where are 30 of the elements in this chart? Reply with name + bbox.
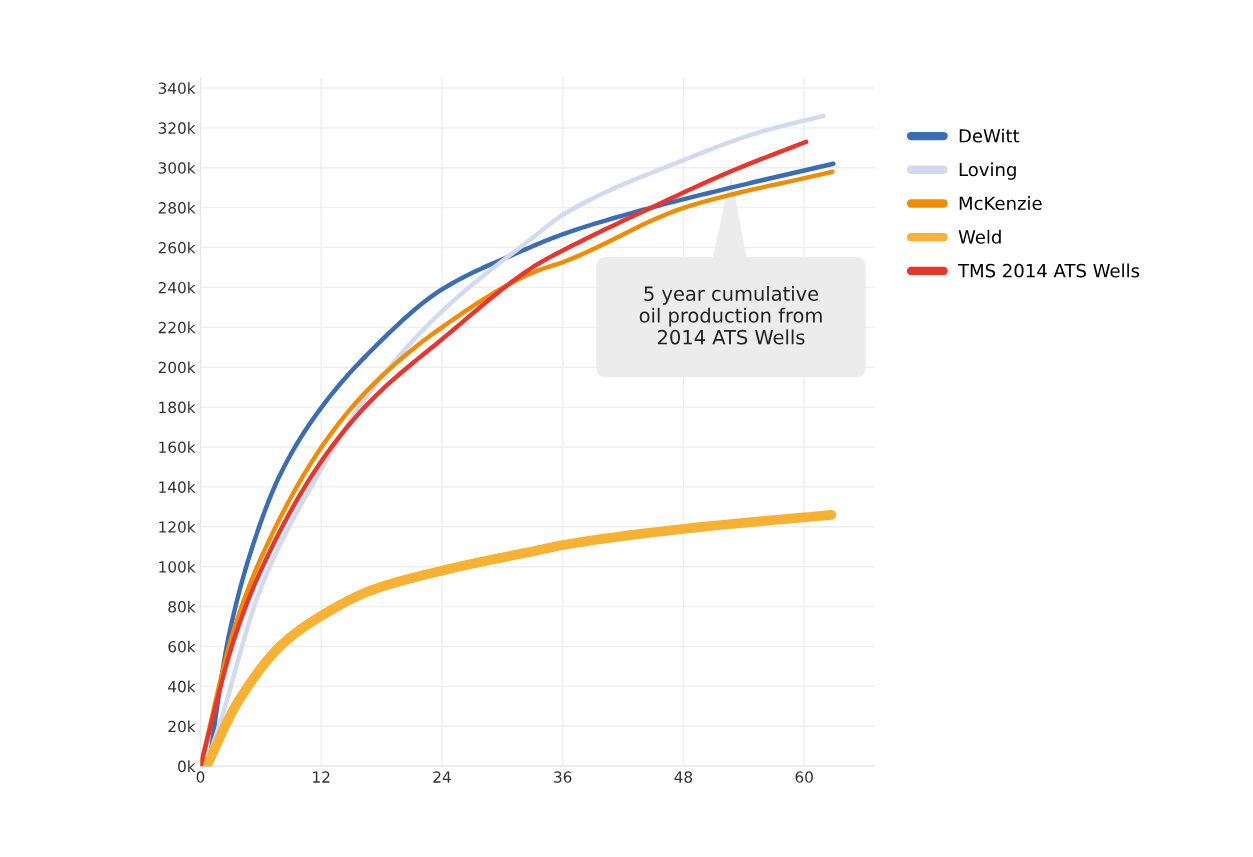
x-tick-label: 36 (554, 771, 572, 783)
legend-label: McKenzie (959, 196, 1042, 211)
y-tick-label: 340k (158, 82, 196, 94)
y-tick-label: 60k (168, 640, 196, 653)
y-tick-label: 20k (168, 720, 196, 733)
y-tick-label: 260k (158, 241, 196, 254)
y-tick-label: 300k (158, 161, 196, 174)
y-tick-label: 120k (159, 520, 196, 533)
legend-label: DeWitt (959, 128, 1020, 143)
y-tick-label: 240k (158, 281, 196, 294)
y-tick-label: 320k (158, 122, 196, 134)
legend-label: Weld (958, 229, 1001, 244)
y-tick-label: 280k (158, 201, 196, 214)
y-tick-label: 180k (159, 401, 196, 414)
y-tick-label: 40k (168, 680, 196, 693)
legend-label: TMS 2014 ATS Wells (957, 263, 1140, 278)
y-tick-label: 140k (159, 481, 196, 493)
x-tick-label: 48 (674, 771, 693, 783)
x-tick-label: 24 (433, 771, 451, 783)
y-tick-label: 80k (168, 600, 196, 613)
y-tick-label: 200k (158, 361, 196, 374)
y-tick-label: 100k (159, 560, 196, 573)
y-tick-label: 220k (158, 321, 196, 334)
y-tick-label: 0k (178, 760, 196, 773)
x-tick-label: 0 (196, 771, 205, 783)
x-tick-label: 60 (795, 771, 813, 783)
y-tick-label: 160k (159, 441, 196, 454)
annotation: 5 year cumulative oil production from 2014 ATS Wells (639, 285, 822, 345)
legend-label: Loving (959, 162, 1016, 180)
x-tick-label: 12 (313, 771, 330, 783)
